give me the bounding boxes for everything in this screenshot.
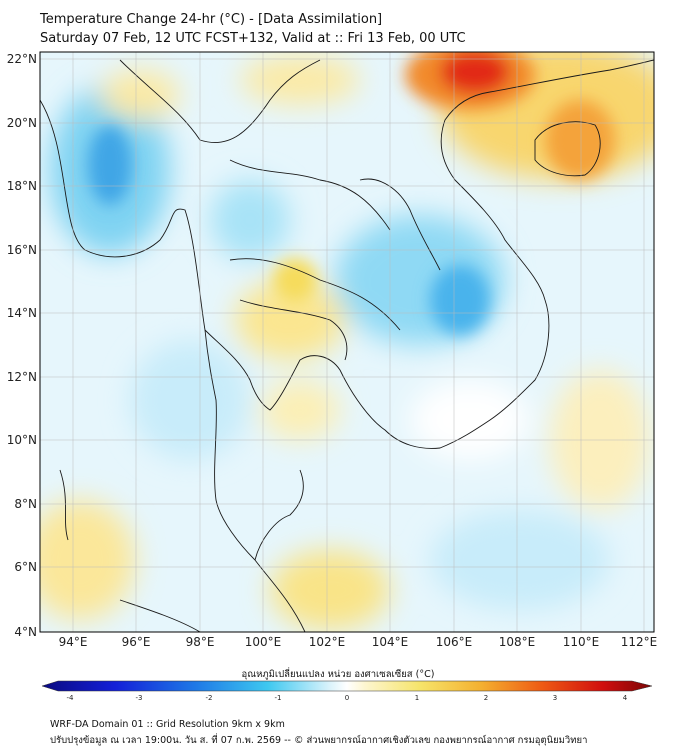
lat-label: 22°N: [7, 52, 37, 66]
lat-label: 20°N: [7, 116, 37, 130]
colorbar-tick: -3: [136, 694, 143, 702]
footer-model-info: WRF-DA Domain 01 :: Grid Resolution 9km …: [50, 719, 285, 730]
lat-label: 4°N: [14, 625, 37, 639]
lon-axis: 94°E 96°E 98°E 100°E 102°E 104°E 106°E 1…: [59, 635, 658, 649]
colorbar-title: อุณหภูมิเปลี่ยนแปลง หน่วย องศาเซลเซียส (…: [241, 669, 435, 680]
lon-label: 94°E: [59, 635, 88, 649]
lon-label: 104°E: [372, 635, 409, 649]
graticule: [40, 52, 654, 632]
lat-label: 16°N: [7, 243, 37, 257]
map-title: Temperature Change 24-hr (°C) - [Data As…: [40, 12, 383, 27]
lon-label: 110°E: [563, 635, 600, 649]
colorbar: -4 -3 -2 -1 0 1 2 3 4: [41, 680, 653, 702]
lat-label: 12°N: [7, 370, 37, 384]
plot-frame: [39, 51, 655, 633]
lon-label: 112°E: [621, 635, 658, 649]
colorbar-tick: -2: [206, 694, 213, 702]
lat-label: 18°N: [7, 179, 37, 193]
lon-label: 106°E: [436, 635, 473, 649]
lat-label: 10°N: [7, 433, 37, 447]
lon-label: 96°E: [122, 635, 151, 649]
temperature-field: [40, 52, 654, 632]
lat-label: 8°N: [14, 497, 37, 511]
lat-label: 6°N: [14, 560, 37, 574]
colorbar-tick: -1: [275, 694, 282, 702]
colorbar-gradient: [41, 680, 653, 692]
colorbar-tick: 2: [484, 694, 488, 702]
lat-axis: 22°N 20°N 18°N 16°N 14°N 12°N 10°N 8°N 6…: [7, 52, 37, 639]
lon-label: 98°E: [186, 635, 215, 649]
map-subtitle: Saturday 07 Feb, 12 UTC FCST+132, Valid …: [40, 31, 466, 46]
footer-credit: ปรับปรุงข้อมูล ณ เวลา 19:00น. วัน ส. ที่…: [50, 735, 588, 746]
lon-label: 108°E: [499, 635, 536, 649]
colorbar-tick: 0: [345, 694, 349, 702]
colorbar-tick: 1: [415, 694, 419, 702]
colorbar-tick: 3: [553, 694, 557, 702]
colorbar-tick: -4: [67, 694, 75, 702]
lon-label: 100°E: [245, 635, 282, 649]
lon-label: 102°E: [309, 635, 346, 649]
lat-label: 14°N: [7, 306, 37, 320]
colorbar-tick: 4: [623, 694, 628, 702]
